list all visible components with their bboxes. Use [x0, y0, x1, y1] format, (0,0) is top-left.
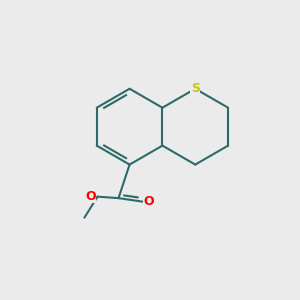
Text: O: O: [143, 194, 154, 208]
Text: S: S: [191, 82, 200, 95]
Text: O: O: [85, 190, 95, 202]
